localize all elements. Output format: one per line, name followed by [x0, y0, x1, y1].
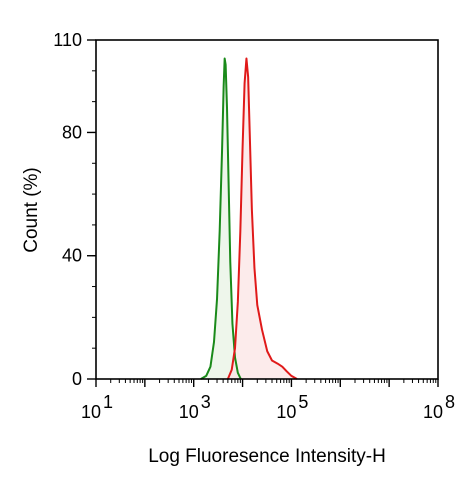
x-tick-exponent: 3: [201, 392, 211, 412]
y-axis-title: Count (%): [21, 167, 42, 253]
y-tick-label: 40: [62, 246, 82, 266]
plot-frame: [95, 39, 439, 380]
y-tick-label: 0: [72, 369, 82, 389]
series-0-line: [200, 57, 242, 380]
series-1-fill: [227, 58, 297, 380]
y-tick-label: 80: [62, 122, 82, 142]
x-tick-exponent: 8: [445, 392, 455, 412]
x-tick-label: 10: [276, 402, 296, 422]
x-axis-title: Log Fluoresence Intensity-H: [148, 446, 386, 467]
x-tick-label: 10: [423, 402, 443, 422]
y-tick-label: 110: [53, 30, 82, 50]
x-tick-label: 10: [179, 402, 199, 422]
series-layer: [200, 57, 298, 380]
series-1-line: [226, 57, 298, 380]
x-tick-exponent: 1: [103, 392, 113, 412]
x-tick-exponent: 5: [298, 392, 308, 412]
x-tick-label: 10: [81, 402, 101, 422]
